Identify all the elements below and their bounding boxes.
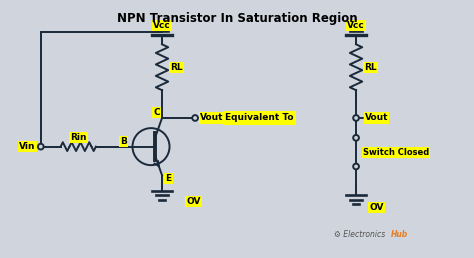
Text: RL: RL (170, 63, 182, 72)
Text: Vout: Vout (365, 114, 388, 123)
Text: Equivalent To: Equivalent To (225, 114, 293, 123)
Text: B: B (120, 137, 127, 146)
Circle shape (353, 135, 359, 141)
Text: Rin: Rin (70, 133, 87, 142)
Circle shape (192, 115, 198, 121)
Text: Vcc: Vcc (153, 21, 171, 30)
Text: OV: OV (369, 203, 384, 212)
Text: Vin: Vin (19, 142, 36, 151)
Text: OV: OV (186, 197, 201, 206)
Text: E: E (165, 174, 172, 183)
Text: Vout: Vout (201, 114, 224, 123)
Text: ⚙ Electronics: ⚙ Electronics (334, 230, 385, 239)
Text: Switch Closed: Switch Closed (363, 148, 429, 157)
Circle shape (353, 164, 359, 169)
Circle shape (353, 115, 359, 121)
Text: Vcc: Vcc (347, 21, 365, 30)
Text: NPN Transistor In Saturation Region: NPN Transistor In Saturation Region (117, 12, 357, 25)
Text: Hub: Hub (392, 230, 409, 239)
Circle shape (38, 144, 44, 149)
Text: C: C (153, 108, 160, 117)
Text: RL: RL (364, 63, 377, 72)
